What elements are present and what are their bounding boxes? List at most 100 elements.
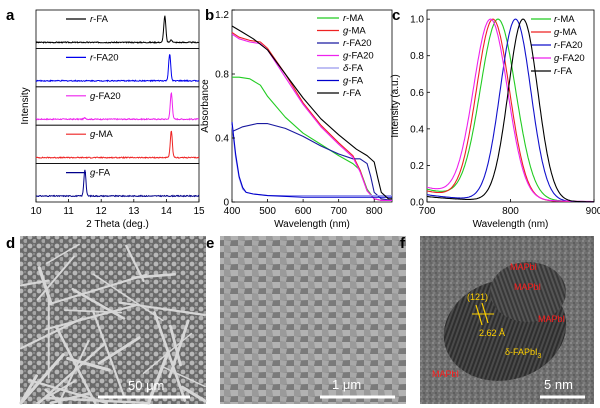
x-tick-label-c: 700 bbox=[419, 206, 436, 217]
abs-trace-r-fa bbox=[231, 25, 392, 200]
abs-trace-r-ma bbox=[232, 76, 392, 201]
x-tick-label-b: 800 bbox=[366, 206, 383, 217]
legend-label-b-g-fa20: g-FA20 bbox=[343, 51, 374, 62]
plane-label: (121) bbox=[467, 292, 488, 302]
y-tick-label-c: 0.4 bbox=[410, 124, 424, 135]
legend-label-b-r-fa20: r-FA20 bbox=[343, 38, 372, 49]
nanowire bbox=[37, 266, 53, 306]
panel-c-photoluminescence: r-MA g-MA r-FA20 g-FA20 r-FA 700 800 900 0.0 0.2 0… bbox=[390, 9, 600, 230]
nanowire bbox=[49, 392, 91, 405]
y-tick-label-b: 0.4 bbox=[215, 134, 229, 145]
spacing-marker-1 bbox=[475, 304, 483, 326]
legend-label-b-g-ma: g-MA bbox=[343, 26, 366, 37]
xrd-trace-g-fa20 bbox=[36, 91, 200, 121]
legend-label-b-g-fa: g-FA bbox=[343, 76, 364, 87]
nanowire bbox=[97, 336, 141, 365]
nanowire bbox=[47, 273, 148, 306]
y-tick-label-c: 1.0 bbox=[410, 15, 424, 26]
xrd-trace-r-fa bbox=[35, 15, 200, 44]
spacing-marker-2 bbox=[481, 302, 489, 324]
plot-frame-b bbox=[231, 9, 393, 203]
spacing-label: 2.62 Å bbox=[479, 328, 505, 338]
legend-label-b-r-ma: r-MA bbox=[343, 13, 364, 24]
legend-label-c-g-ma: g-MA bbox=[554, 27, 577, 38]
x-tick-label-b: 500 bbox=[259, 206, 276, 217]
panel-label-c: c bbox=[392, 7, 400, 24]
panel-d-sem-image: 50 μm bbox=[19, 236, 207, 405]
legend-label-r-fa20: r-FA20 bbox=[90, 52, 119, 63]
nanowire bbox=[46, 243, 80, 264]
phase-label: δ-FAPbI3 bbox=[505, 347, 542, 360]
nanowire bbox=[168, 324, 182, 367]
nanowire bbox=[19, 279, 50, 287]
legend-label-c-r-fa: r-FA bbox=[554, 66, 573, 77]
crystal-domain-upper bbox=[490, 262, 566, 322]
legend-label-g-ma: g-MA bbox=[90, 129, 113, 140]
x-tick-label-b: 400 bbox=[224, 206, 241, 217]
panel-label-f: f bbox=[400, 235, 406, 252]
panel-e-sem-image: 1 μm bbox=[220, 236, 406, 404]
x-tick-label-a: 12 bbox=[96, 206, 108, 217]
xrd-trace-r-fa20 bbox=[35, 54, 200, 83]
x-tick-label-c: 800 bbox=[502, 206, 519, 217]
panel-label-b: b bbox=[205, 7, 214, 24]
panel-f-tem-image: (121) 2.62 Å δ-FAPbI3 MAPbI MAPbI MAPbI … bbox=[420, 236, 594, 404]
y-axis-label-b: Absorbance bbox=[200, 79, 211, 133]
x-axis-label-b: Wavelength (nm) bbox=[274, 219, 350, 230]
red-label-2: MAPbI bbox=[514, 282, 541, 292]
red-label-1: MAPbI bbox=[510, 262, 537, 272]
red-label-3: MAPbI bbox=[538, 314, 565, 324]
y-axis-label-c: Intensity (a.u.) bbox=[390, 74, 401, 137]
x-tick-label-a: 10 bbox=[30, 206, 42, 217]
x-tick-label-b: 600 bbox=[295, 206, 312, 217]
x-tick-label-b: 700 bbox=[330, 206, 347, 217]
nanowire bbox=[19, 353, 65, 405]
nanowire bbox=[92, 273, 164, 322]
nanowire bbox=[162, 366, 206, 388]
nanowire bbox=[153, 311, 187, 402]
abs-trace-g-fa bbox=[231, 121, 392, 198]
legend-label-g-fa: g-FA bbox=[90, 168, 111, 179]
legend-label-g-fa20: g-FA20 bbox=[90, 91, 121, 102]
panel-a-xrd: r-FA r-FA20 g-FA20 g-MA g-FA 10 11 12 13 14 15 2 Th… bbox=[20, 9, 205, 230]
nanowire bbox=[125, 244, 145, 283]
x-tick-label-a: 11 bbox=[63, 206, 74, 217]
y-tick-label-c: 0.0 bbox=[410, 198, 424, 209]
abs-trace-r-fa20 bbox=[231, 123, 393, 201]
nanowire bbox=[180, 385, 207, 403]
nanowire bbox=[91, 310, 126, 398]
x-tick-label-a: 14 bbox=[161, 206, 173, 217]
nanowire bbox=[131, 272, 176, 280]
pl-trace-r-fa bbox=[426, 18, 594, 203]
panel-label-a: a bbox=[6, 7, 15, 24]
legend-label-r-fa: r-FA bbox=[90, 14, 109, 25]
legend-label-c-r-fa20: r-FA20 bbox=[554, 40, 583, 51]
x-tick-label-c: 900 bbox=[586, 206, 600, 217]
x-tick-label-a: 13 bbox=[128, 206, 140, 217]
y-axis-label-a: Intensity bbox=[20, 87, 31, 124]
y-tick-label-b: 0 bbox=[223, 198, 229, 209]
legend-label-c-g-fa20: g-FA20 bbox=[554, 53, 585, 64]
x-axis-label-c: Wavelength (nm) bbox=[473, 219, 549, 230]
y-tick-label-c: 0.2 bbox=[410, 161, 424, 172]
nanowire bbox=[66, 356, 111, 372]
nanowire bbox=[44, 304, 137, 331]
nanowires bbox=[19, 243, 207, 405]
nanowire bbox=[37, 343, 105, 405]
y-tick-label-c: 0.6 bbox=[410, 88, 424, 99]
abs-trace-delta-fa bbox=[231, 125, 392, 197]
sem-image-e bbox=[220, 236, 406, 404]
panel-label-d: d bbox=[6, 235, 15, 252]
nanowire bbox=[36, 255, 75, 301]
legend-label-c-r-ma: r-MA bbox=[554, 14, 575, 25]
y-tick-label-c: 0.8 bbox=[410, 51, 424, 62]
xrd-trace-g-ma bbox=[35, 130, 200, 159]
x-tick-label-a: 15 bbox=[193, 206, 205, 217]
scale-bar-label-e: 1 μm bbox=[332, 377, 361, 392]
x-axis-label-a: 2 Theta (deg.) bbox=[86, 219, 149, 230]
y-tick-label-b: 0.8 bbox=[215, 70, 229, 81]
nanowire bbox=[19, 374, 38, 405]
nanowire bbox=[118, 301, 207, 317]
